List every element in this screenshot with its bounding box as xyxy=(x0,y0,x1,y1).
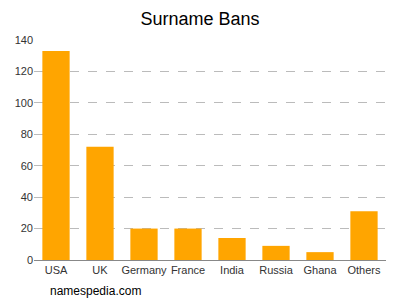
svg-text:0: 0 xyxy=(27,254,33,266)
svg-text:Russia: Russia xyxy=(259,264,294,276)
svg-text:UK: UK xyxy=(92,264,108,276)
svg-text:40: 40 xyxy=(21,191,33,203)
svg-text:Ghana: Ghana xyxy=(303,264,337,276)
svg-text:140: 140 xyxy=(15,34,33,46)
svg-text:20: 20 xyxy=(21,222,33,234)
svg-text:France: France xyxy=(171,264,205,276)
svg-text:Others: Others xyxy=(347,264,381,276)
svg-text:USA: USA xyxy=(45,264,68,276)
svg-text:Germany: Germany xyxy=(121,264,167,276)
svg-text:India: India xyxy=(220,264,245,276)
svg-text:100: 100 xyxy=(15,97,33,109)
svg-text:namespedia.com: namespedia.com xyxy=(50,284,141,298)
svg-text:60: 60 xyxy=(21,160,33,172)
svg-text:120: 120 xyxy=(15,65,33,77)
svg-text:80: 80 xyxy=(21,128,33,140)
svg-text:Surname Bans: Surname Bans xyxy=(140,9,259,29)
